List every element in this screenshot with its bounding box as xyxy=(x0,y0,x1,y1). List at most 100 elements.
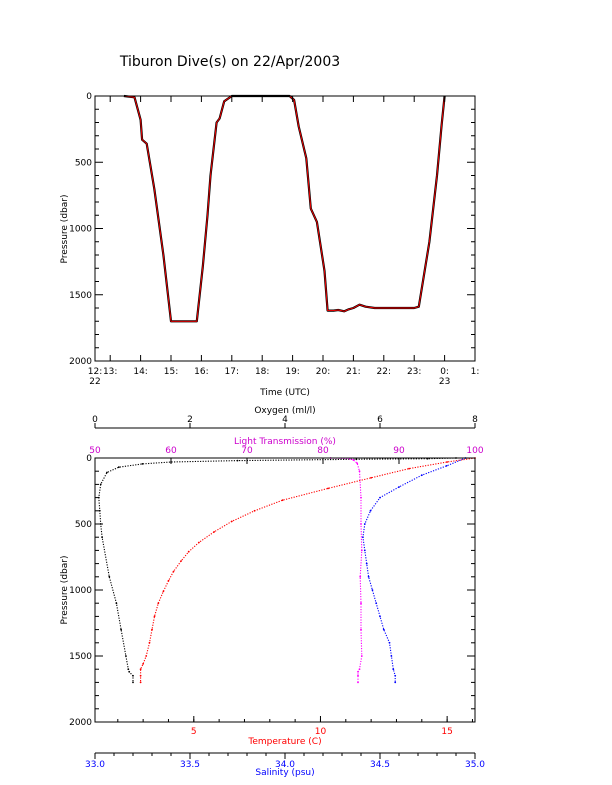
light-profile-point xyxy=(360,549,363,552)
light-profile-point xyxy=(360,602,362,605)
oxygen-profile-point xyxy=(108,575,111,578)
top-x-tick-label: 12: xyxy=(88,367,102,377)
temperature-profile-point xyxy=(446,461,448,463)
light-profile-trace xyxy=(330,457,363,683)
oxygen-axis-label: Oxygen (ml/l) xyxy=(254,406,315,416)
profile-chart: 0 500 1000 1500 2000 0 2 4 6 8 50 60 70 80 90 100 5 10 15… xyxy=(60,406,485,778)
oxygen-tick-label: 6 xyxy=(377,415,383,425)
bottom-y-tick-label: 0 xyxy=(86,454,92,464)
salinity-axis-label: Salinity (psu) xyxy=(255,768,314,778)
oxygen-tick-label: 2 xyxy=(187,415,193,425)
oxygen-profile-point xyxy=(120,628,122,631)
bottom-y-axis-label: Pressure (dbar) xyxy=(60,556,70,625)
temperature-profile-point xyxy=(139,681,142,684)
light-profile-point xyxy=(358,470,361,473)
temperature-profile-point xyxy=(139,674,142,677)
salinity-profile-point xyxy=(394,681,397,684)
light-profile-point xyxy=(360,655,363,657)
light-profile-point xyxy=(359,575,362,578)
oxygen-profile-point xyxy=(132,674,134,677)
salinity-tick-label: 33.0 xyxy=(85,760,105,770)
temperature-tick-label: 10 xyxy=(315,727,327,737)
bottom-y-tick-label: 2000 xyxy=(69,718,92,728)
temperature-profile-point xyxy=(157,602,160,605)
top-y-tick-label: 0 xyxy=(86,92,92,102)
temperature-tick-label: 15 xyxy=(441,727,452,737)
top-x-tick-label: 1: xyxy=(471,367,480,377)
temperature-tick-label: 5 xyxy=(191,727,197,737)
oxygen-profile-point xyxy=(128,670,131,673)
temperature-profile-point xyxy=(180,560,183,562)
temperature-profile-point xyxy=(230,520,233,523)
salinity-profile-point xyxy=(379,615,381,618)
page-title: Tiburon Dive(s) on 22/Apr/2003 xyxy=(119,54,340,70)
oxygen-profile-point xyxy=(98,509,101,512)
oxygen-profile-point xyxy=(355,458,358,461)
temperature-profile-point xyxy=(151,628,153,631)
oxygen-tick-label: 4 xyxy=(282,415,288,425)
temperature-profile-point xyxy=(198,541,200,544)
top-y-tick-label: 2000 xyxy=(69,357,92,367)
light-tick-label: 60 xyxy=(165,446,177,456)
light-profile-point xyxy=(357,681,359,684)
light-profile-point xyxy=(352,459,355,461)
light-profile-point xyxy=(360,628,362,631)
light-profile-point xyxy=(360,496,362,499)
salinity-tick-label: 35.0 xyxy=(465,760,485,770)
salinity-profile-point xyxy=(392,668,395,671)
salinity-profile-point xyxy=(369,509,372,512)
salinity-profile-point xyxy=(375,602,378,605)
salinity-profile-point xyxy=(363,523,366,525)
pressure-trace-black xyxy=(123,94,446,323)
light-tick-label: 100 xyxy=(466,446,483,456)
light-profile-point xyxy=(357,674,359,677)
temperature-profile-point xyxy=(139,668,142,671)
salinity-profile-point xyxy=(365,562,368,565)
temperature-profile-point xyxy=(253,509,256,512)
salinity-profile-point xyxy=(379,496,381,499)
temperature-profile-point xyxy=(148,641,151,644)
temperature-profile-point xyxy=(370,476,372,479)
top-x-tick-label: 15: xyxy=(164,367,178,377)
oxygen-tick-label: 0 xyxy=(92,415,98,425)
oxygen-profile-point xyxy=(125,655,127,657)
oxygen-profile-point xyxy=(141,463,144,465)
light-profile-point xyxy=(360,523,362,525)
salinity-profile-point xyxy=(420,474,423,477)
light-tick-label: 80 xyxy=(317,446,329,456)
top-x-tick-label: 23: xyxy=(407,367,421,377)
top-x-tick-label: 0: xyxy=(440,367,449,377)
temperature-profile-point xyxy=(142,663,145,665)
oxygen-profile-point xyxy=(236,459,239,462)
light-profile-point xyxy=(358,668,361,671)
salinity-profile-point xyxy=(445,465,448,467)
temperature-profile-point xyxy=(172,570,175,573)
salinity-tick-label: 34.5 xyxy=(370,760,390,770)
temperature-axis-label: Temperature (C) xyxy=(247,737,321,747)
oxygen-profile-point xyxy=(117,466,120,469)
salinity-profile-point xyxy=(390,655,393,657)
oxygen-profile-point xyxy=(115,602,118,605)
salinity-profile-point xyxy=(371,589,374,591)
bottom-y-tick-label: 1000 xyxy=(69,586,92,596)
temperature-profile-trace xyxy=(140,457,476,683)
top-x-tick-label: 20: xyxy=(316,367,330,377)
top-y-axis-label: Pressure (dbar) xyxy=(60,195,70,264)
oxygen-profile-point xyxy=(99,483,102,486)
temperature-profile-point xyxy=(167,579,170,582)
temperature-profile-point xyxy=(327,487,329,490)
top-x-axis-label: Time (UTC) xyxy=(259,388,310,398)
top-x-tick-label: 14: xyxy=(133,367,147,377)
top-x-tick-label: 19: xyxy=(285,367,299,377)
light-tick-label: 50 xyxy=(89,446,101,456)
top-x-tick-sublabel: 23 xyxy=(439,377,450,387)
light-tick-label: 70 xyxy=(241,446,253,456)
oxygen-profile-point xyxy=(127,668,130,671)
temperature-profile-point xyxy=(153,615,156,618)
temperature-profile-point xyxy=(145,655,148,657)
temperature-profile-point xyxy=(281,499,284,502)
top-plot-frame xyxy=(94,95,476,362)
bottom-plot-frame xyxy=(94,457,476,723)
